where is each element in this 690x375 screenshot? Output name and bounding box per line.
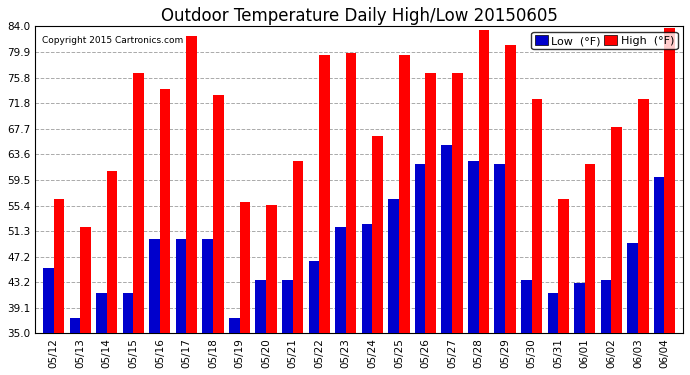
Legend: Low  (°F), High  (°F): Low (°F), High (°F) (531, 32, 678, 50)
Bar (548, 292, 558, 333)
Bar (521, 280, 532, 333)
Bar (468, 161, 479, 333)
Bar (80, 227, 91, 333)
Bar (107, 171, 117, 333)
Bar (176, 239, 186, 333)
Bar (346, 53, 357, 333)
Title: Outdoor Temperature Daily High/Low 20150605: Outdoor Temperature Daily High/Low 20150… (161, 7, 558, 25)
Bar (664, 28, 675, 333)
Bar (654, 177, 664, 333)
Bar (558, 199, 569, 333)
Bar (611, 127, 622, 333)
Bar (308, 261, 319, 333)
Bar (293, 161, 304, 333)
Bar (426, 74, 436, 333)
Bar (266, 205, 277, 333)
Bar (479, 30, 489, 333)
Bar (505, 45, 515, 333)
Bar (495, 164, 505, 333)
Bar (335, 227, 346, 333)
Bar (43, 268, 54, 333)
Bar (585, 164, 595, 333)
Bar (627, 243, 638, 333)
Bar (399, 55, 409, 333)
Bar (255, 280, 266, 333)
Bar (452, 74, 462, 333)
Bar (532, 99, 542, 333)
Bar (362, 224, 373, 333)
Bar (239, 202, 250, 333)
Bar (638, 99, 649, 333)
Bar (282, 280, 293, 333)
Bar (202, 239, 213, 333)
Bar (601, 280, 611, 333)
Bar (213, 95, 224, 333)
Bar (186, 36, 197, 333)
Bar (123, 292, 133, 333)
Text: Copyright 2015 Cartronics.com: Copyright 2015 Cartronics.com (41, 36, 183, 45)
Bar (160, 89, 170, 333)
Bar (229, 318, 239, 333)
Bar (149, 239, 160, 333)
Bar (574, 283, 585, 333)
Bar (319, 55, 330, 333)
Bar (133, 74, 144, 333)
Bar (442, 146, 452, 333)
Bar (54, 199, 64, 333)
Bar (96, 292, 107, 333)
Bar (415, 164, 426, 333)
Bar (388, 199, 399, 333)
Bar (373, 136, 383, 333)
Bar (70, 318, 80, 333)
